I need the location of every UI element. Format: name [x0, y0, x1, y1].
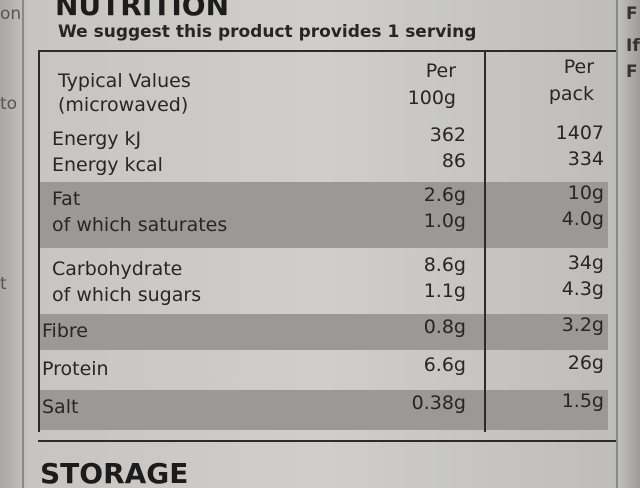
value-per-100g: 362 [429, 124, 466, 146]
row-shade [486, 390, 608, 430]
nutrient-label: Fat [52, 188, 81, 210]
value-per-100g: 0.8g [423, 316, 466, 338]
side-text: on [0, 4, 22, 24]
nutrient-label: of which saturates [52, 214, 228, 236]
value-per-pack: 34g [567, 252, 604, 274]
rule [38, 50, 40, 432]
nutrient-label: Carbohydrate [52, 258, 183, 280]
value-per-100g: 1.0g [423, 210, 466, 232]
value-per-pack: 26g [567, 352, 604, 374]
storage-heading: STORAGE [40, 457, 189, 488]
value-per-pack: 1407 [555, 122, 604, 144]
subtitle: We suggest this product provides 1 servi… [58, 22, 477, 42]
value-per-pack: 3.2g [561, 314, 604, 336]
column-header: Per [563, 56, 594, 78]
value-per-100g: 86 [441, 150, 466, 172]
value-per-100g: 0.38g [411, 392, 466, 414]
nutrient-label: Protein [42, 358, 109, 380]
nutrient-label: Fibre [42, 320, 88, 342]
value-per-pack: 334 [567, 148, 604, 170]
rule [484, 50, 486, 432]
column-header: Typical Values [58, 70, 191, 92]
side-text: F [626, 4, 638, 24]
rule [38, 50, 616, 52]
value-per-100g: 1.1g [423, 280, 466, 302]
nutrient-label: Salt [42, 396, 79, 418]
edge [22, 0, 24, 488]
title: NUTRITION [55, 0, 230, 22]
column-header: Per [425, 60, 456, 82]
row-shade [486, 314, 608, 350]
column-header: pack [548, 83, 594, 105]
side-text: to [0, 94, 18, 114]
row-shade [40, 314, 484, 350]
side-text: F [626, 62, 638, 82]
value-per-100g: 6.6g [423, 354, 466, 376]
nutrient-label: of which sugars [52, 284, 202, 306]
side-text: If [626, 36, 640, 56]
column-header: (microwaved) [58, 94, 189, 116]
side-text: t [0, 274, 7, 294]
edge [616, 0, 618, 488]
column-header: 100g [407, 87, 456, 109]
row-shade [40, 390, 484, 430]
value-per-100g: 8.6g [423, 254, 466, 276]
value-per-100g: 2.6g [423, 184, 466, 206]
value-per-pack: 4.3g [561, 278, 604, 300]
rule [38, 440, 616, 442]
nutrient-label: Energy kJ [52, 128, 142, 150]
value-per-pack: 1.5g [561, 390, 604, 412]
value-per-pack: 4.0g [561, 208, 604, 230]
row-shade [40, 182, 484, 248]
row-shade [486, 182, 608, 248]
nutrient-label: Energy kcal [52, 154, 163, 176]
value-per-pack: 10g [567, 182, 604, 204]
